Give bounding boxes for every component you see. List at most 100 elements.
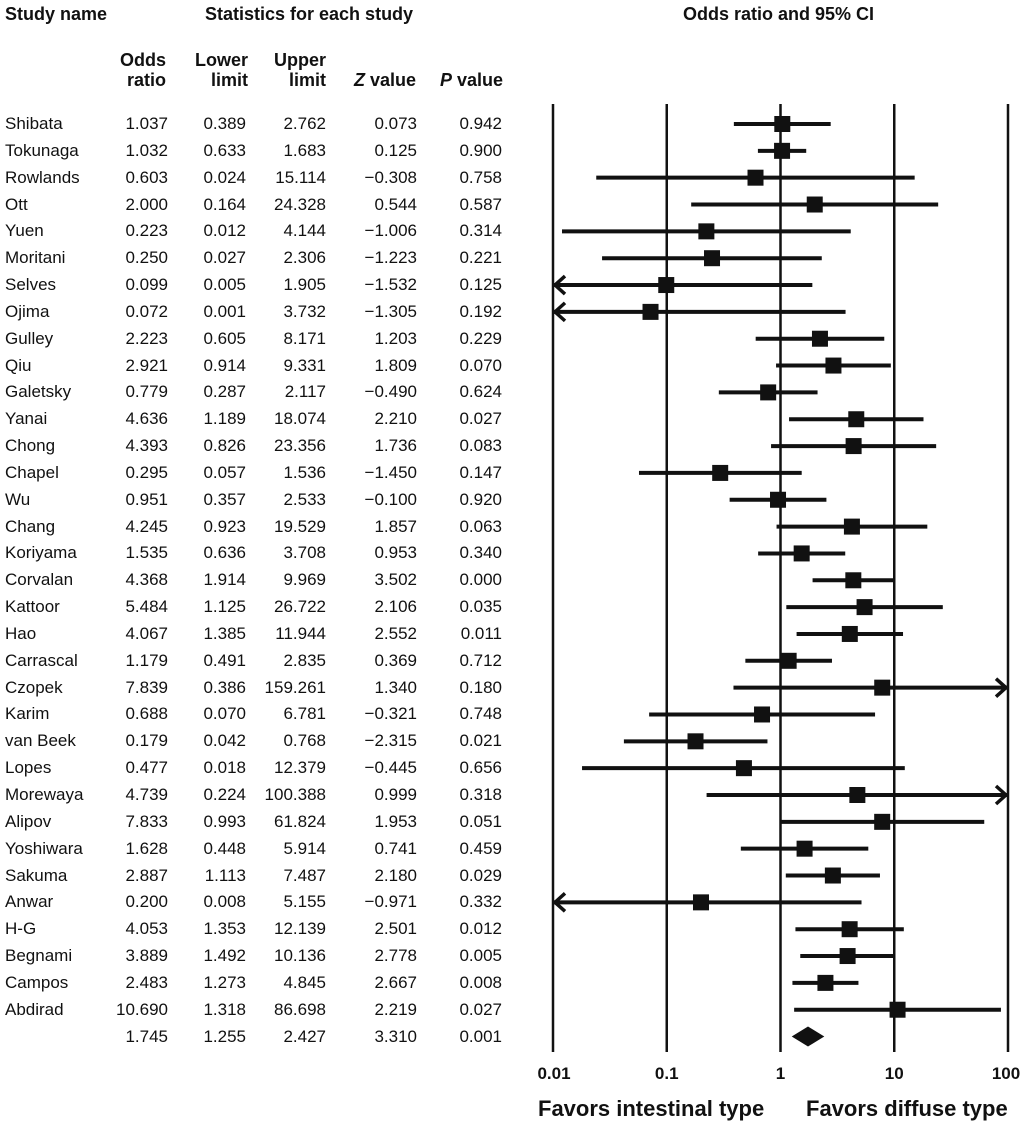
odds-ratio-cell: 2.921: [125, 355, 168, 375]
upper-limit-cell: 9.969: [283, 570, 326, 590]
odds-ratio-marker: [687, 733, 704, 750]
z-value-cell: −0.971: [364, 892, 417, 912]
upper-limit-cell: 10.136: [274, 946, 326, 966]
study-name-cell: Tokunaga: [5, 140, 79, 160]
odds-ratio-cell: 4.739: [125, 785, 168, 804]
odds-ratio-cell: 4.053: [125, 919, 168, 939]
odds-ratio-cell: 4.245: [125, 516, 168, 536]
study-name-cell: Chapel: [5, 462, 59, 482]
study-name-cell: Anwar: [5, 892, 54, 912]
z-value-cell: 2.180: [374, 865, 417, 885]
study-name-cell: Chang: [5, 516, 56, 536]
p-value-cell: 0.942: [459, 114, 502, 133]
p-value-cell: 0.005: [459, 946, 502, 966]
lower-limit-cell: 0.636: [203, 543, 246, 563]
p-value-cell: 0.000: [459, 570, 502, 590]
z-value-cell: −1.532: [364, 275, 417, 295]
upper-limit-cell: 19.529: [274, 516, 326, 536]
study-name-cell: Alipov: [5, 811, 52, 831]
lower-limit-cell: 1.318: [203, 999, 246, 1019]
upper-limit-cell: 86.698: [274, 999, 326, 1019]
study-name-cell: Karim: [5, 704, 50, 724]
upper-limit-cell: 2.117: [284, 382, 326, 402]
odds-ratio-cell: 0.603: [125, 167, 168, 187]
study-name-cell: Ott: [5, 194, 28, 214]
lower-limit-cell: 1.353: [203, 919, 246, 939]
odds-ratio-marker: [845, 438, 862, 455]
p-value-cell: 0.758: [459, 167, 502, 187]
z-value-cell: 0.125: [374, 140, 417, 160]
odds-ratio-cell: 0.072: [125, 301, 168, 321]
odds-ratio-marker: [874, 679, 891, 696]
p-value-cell: 0.027: [459, 999, 502, 1019]
study-name-cell: Yoshiwara: [5, 838, 83, 858]
odds-ratio-marker: [774, 116, 791, 132]
study-name-cell: Gulley: [5, 328, 54, 348]
lower-limit-cell: 0.923: [203, 516, 246, 536]
study-name-cell: Campos: [5, 972, 69, 992]
odds-ratio-cell: 1.628: [125, 838, 168, 858]
p-value-cell: 0.340: [459, 543, 502, 563]
summary-z-value-cell: 3.310: [374, 1026, 417, 1046]
z-value-cell: 1.809: [374, 355, 417, 375]
study-name-cell: Moritani: [5, 248, 66, 268]
odds-ratio-cell: 10.690: [116, 999, 168, 1019]
x-tick-label: 100: [991, 1064, 1021, 1083]
odds-ratio-marker: [856, 599, 873, 616]
x-tick-label: 0.1: [654, 1064, 679, 1083]
study-name-cell: Yuen: [5, 221, 44, 241]
p-value-cell: 0.624: [459, 382, 502, 402]
lower-limit-cell: 0.018: [203, 758, 246, 778]
study-name-header: Study name: [5, 4, 108, 24]
odds-ratio-cell: 2.000: [125, 194, 168, 214]
odds-ratio-cell: 0.688: [125, 704, 168, 724]
study-name-cell: Morewaya: [5, 785, 84, 804]
p-value-cell: 0.011: [460, 623, 502, 643]
odds-ratio-marker: [796, 840, 813, 857]
p-value-cell: 0.332: [459, 892, 502, 912]
odds-ratio-marker: [841, 625, 858, 642]
z-value-cell: −0.308: [364, 167, 417, 187]
p-value-cell: 0.070: [459, 355, 502, 375]
study-name-cell: Qiu: [5, 355, 32, 375]
study-name-cell: Wu: [5, 489, 31, 509]
odds-ratio-marker: [704, 250, 721, 267]
odds-ratio-cell: 7.839: [125, 677, 168, 697]
odds-ratio-marker: [825, 357, 842, 374]
p-value-cell: 0.656: [459, 758, 502, 778]
z-value-cell: 0.953: [374, 543, 417, 563]
p-value-cell: 0.748: [459, 704, 502, 724]
odds-ratio-cell: 2.223: [125, 328, 168, 348]
favors-diffuse-label: Favors diffuse type: [806, 1096, 1008, 1121]
odds-ratio-marker: [780, 652, 797, 669]
odds-ratio-cell: 4.636: [125, 409, 168, 429]
odds-ratio-marker: [839, 948, 856, 965]
upper-limit-cell: 8.171: [283, 328, 326, 348]
upper-limit-cell: 23.356: [274, 436, 326, 456]
odds-ratio-marker: [692, 894, 709, 911]
summary-upper-limit-cell: 2.427: [283, 1026, 326, 1046]
lower-limit-cell: 0.386: [203, 677, 246, 697]
study-name-cell: Ojima: [5, 301, 50, 321]
z-value-cell: 1.203: [374, 328, 417, 348]
study-name-cell: van Beek: [5, 731, 76, 751]
study-name-cell: Carrascal: [5, 650, 78, 670]
upper-limit-cell: 1.536: [283, 462, 326, 482]
odds-ratio-marker: [811, 330, 828, 347]
lower-limit-cell: 0.605: [203, 328, 246, 348]
p-value-cell: 0.027: [459, 409, 502, 429]
z-value-cell: 3.502: [374, 570, 417, 590]
lower-limit-cell: 0.005: [203, 275, 246, 295]
upper-limit-cell: 5.155: [283, 892, 326, 912]
p-value-cell: 0.029: [459, 865, 502, 885]
p-value-cell: 0.192: [459, 301, 502, 321]
upper-limit-cell: 3.732: [283, 301, 326, 321]
lower-limit-cell: 1.492: [203, 946, 246, 966]
odds-ratio-marker: [760, 384, 777, 401]
z-value-cell: −1.223: [364, 248, 417, 268]
odds-ratio-marker: [735, 760, 752, 777]
odds-ratio-marker: [845, 572, 862, 589]
p-value-cell: 0.180: [459, 677, 502, 697]
study-name-cell: Abdirad: [5, 999, 64, 1019]
